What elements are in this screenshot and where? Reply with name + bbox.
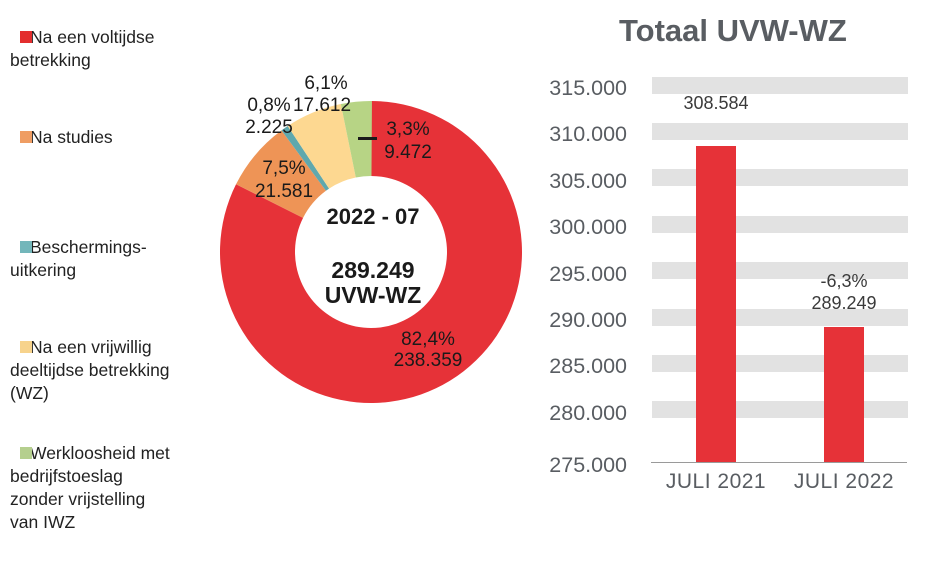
svg-text:3,3%: 3,3% [386,119,429,140]
svg-text:0,8%: 0,8% [247,95,290,116]
svg-text:2.225: 2.225 [245,117,293,138]
svg-text:9.472: 9.472 [384,142,432,163]
svg-text:2022 - 07: 2022 - 07 [327,204,420,229]
svg-text:6,1%: 6,1% [304,73,347,94]
svg-text:82,4%: 82,4% [401,329,455,350]
svg-text:21.581: 21.581 [255,181,313,202]
svg-text:UVW-WZ: UVW-WZ [325,282,422,308]
svg-text:289.249: 289.249 [331,257,414,283]
svg-text:7,5%: 7,5% [262,158,305,179]
svg-text:17.612: 17.612 [293,95,351,116]
svg-text:238.359: 238.359 [394,350,463,371]
